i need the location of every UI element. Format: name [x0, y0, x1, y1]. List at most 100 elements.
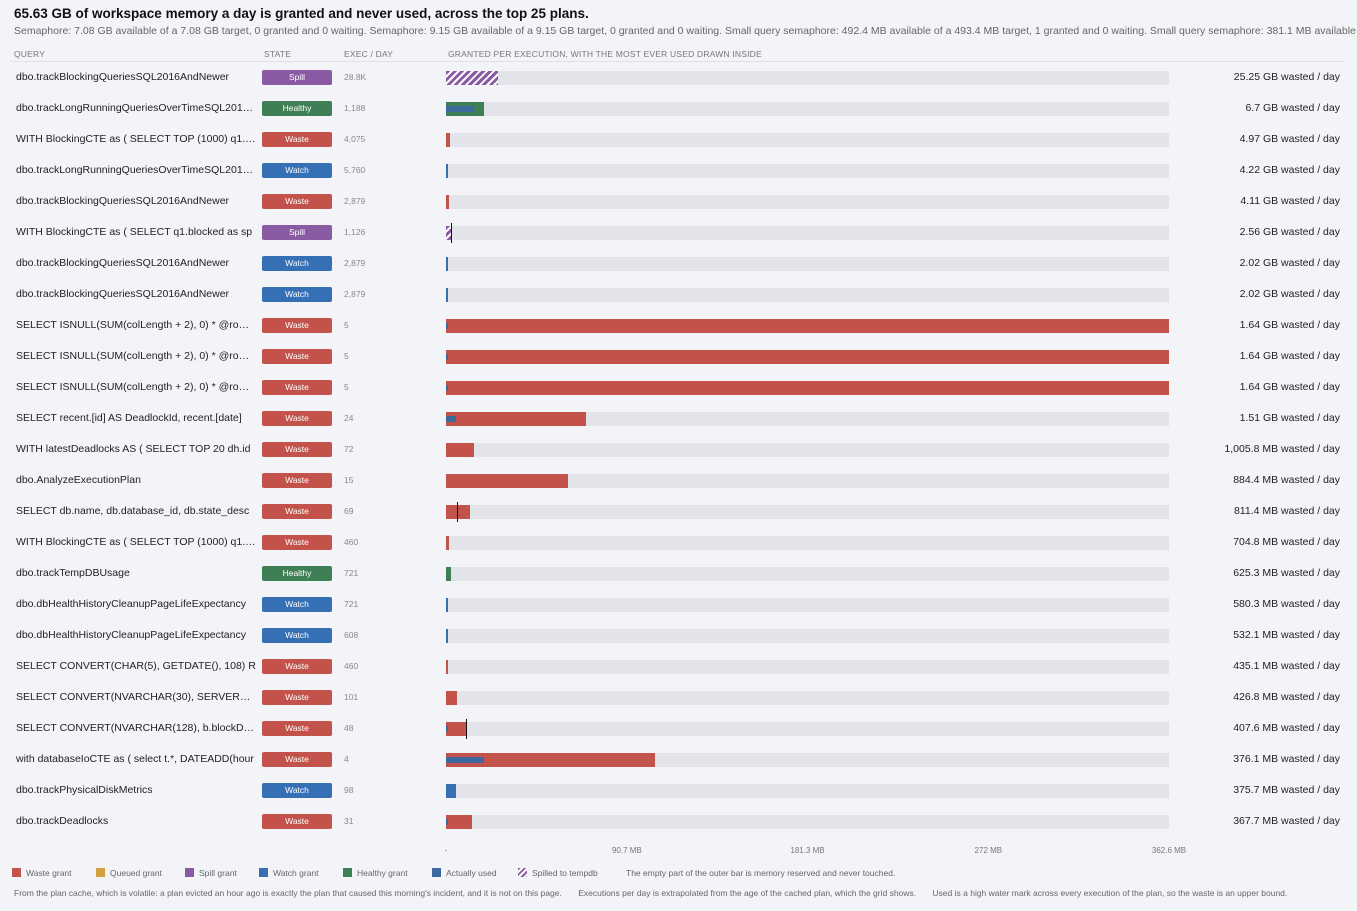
grant-bar-track[interactable]: [446, 102, 1169, 116]
query-text[interactable]: dbo.trackPhysicalDiskMetrics: [16, 784, 153, 796]
grant-bar-track[interactable]: [446, 288, 1169, 302]
table-row[interactable]: dbo.trackBlockingQueriesSQL2016AndNewer W…: [0, 186, 1357, 217]
column-header-granted[interactable]: GRANTED PER EXECUTION, WITH THE MOST EVE…: [448, 49, 762, 59]
wasted-per-day: 6.7 GB wasted / day: [1245, 102, 1340, 114]
wasted-per-day: 1.51 GB wasted / day: [1239, 412, 1340, 424]
table-row[interactable]: dbo.trackBlockingQueriesSQL2016AndNewer W…: [0, 279, 1357, 310]
grant-bar: [446, 71, 498, 85]
table-row[interactable]: SELECT ISNULL(SUM(colLength + 2), 0) * @…: [0, 310, 1357, 341]
table-row[interactable]: dbo.dbHealthHistoryCleanupPageLifeExpect…: [0, 620, 1357, 651]
column-header-state[interactable]: STATE: [264, 49, 292, 59]
grant-bar: [446, 350, 1169, 364]
table-row[interactable]: SELECT ISNULL(SUM(colLength + 2), 0) * @…: [0, 372, 1357, 403]
header-divider: [10, 61, 1345, 62]
table-row[interactable]: with databaseIoCTE as ( select t.*, DATE…: [0, 744, 1357, 775]
query-text[interactable]: dbo.trackBlockingQueriesSQL2016AndNewer: [16, 71, 230, 83]
table-row[interactable]: WITH latestDeadlocks AS ( SELECT TOP 20 …: [0, 434, 1357, 465]
grant-bar-track[interactable]: [446, 815, 1169, 829]
grant-bar-track[interactable]: [446, 598, 1169, 612]
state-badge: Watch: [262, 256, 332, 271]
grant-bar-track[interactable]: [446, 164, 1169, 178]
exec-per-day: 2,879: [344, 258, 366, 268]
table-row[interactable]: WITH BlockingCTE as ( SELECT q1.blocked …: [0, 217, 1357, 248]
grant-bar: [446, 288, 448, 302]
query-text[interactable]: dbo.trackTempDBUsage: [16, 567, 130, 579]
grant-bar-track[interactable]: [446, 319, 1169, 333]
grant-bar: [446, 226, 451, 240]
query-text[interactable]: SELECT CONVERT(NVARCHAR(128), b.blockDat…: [16, 722, 256, 734]
grant-bar-track[interactable]: [446, 412, 1169, 426]
query-text[interactable]: SELECT recent.[id] AS DeadlockId, recent…: [16, 412, 242, 424]
query-text[interactable]: WITH BlockingCTE as ( SELECT q1.blocked …: [16, 226, 253, 238]
table-row[interactable]: WITH BlockingCTE as ( SELECT TOP (1000) …: [0, 527, 1357, 558]
query-text[interactable]: dbo.dbHealthHistoryCleanupPageLifeExpect…: [16, 598, 246, 610]
grant-bar-track[interactable]: [446, 660, 1169, 674]
query-text[interactable]: dbo.trackBlockingQueriesSQL2016AndNewer: [16, 257, 230, 269]
grant-bar-track[interactable]: [446, 443, 1169, 457]
query-text[interactable]: dbo.trackDeadlocks: [16, 815, 109, 827]
query-text[interactable]: dbo.trackLongRunningQueriesOverTimeSQL20…: [16, 164, 256, 176]
query-text[interactable]: WITH latestDeadlocks AS ( SELECT TOP 20 …: [16, 443, 251, 455]
grant-bar-track[interactable]: [446, 719, 1169, 739]
query-text[interactable]: dbo.dbHealthHistoryCleanupPageLifeExpect…: [16, 629, 246, 641]
table-row[interactable]: dbo.trackLongRunningQueriesOverTimeSQL20…: [0, 93, 1357, 124]
axis-tick-label: 181.3 MB: [790, 846, 825, 855]
query-text[interactable]: SELECT ISNULL(SUM(colLength + 2), 0) * @…: [16, 319, 256, 331]
state-badge: Watch: [262, 628, 332, 643]
table-row[interactable]: dbo.dbHealthHistoryCleanupPageLifeExpect…: [0, 589, 1357, 620]
grant-bar-track[interactable]: [446, 784, 1169, 798]
high-water-mark: [465, 719, 468, 739]
exec-per-day: 4,075: [344, 134, 366, 144]
exec-per-day: 721: [344, 568, 359, 578]
query-text[interactable]: SELECT ISNULL(SUM(colLength + 2), 0) * @…: [16, 350, 256, 362]
grant-bar-track[interactable]: [446, 381, 1169, 395]
grant-bar: [446, 598, 448, 612]
table-row[interactable]: dbo.trackPhysicalDiskMetrics Watch 98 375.7…: [0, 775, 1357, 806]
legend-swatch-icon: [185, 868, 194, 877]
wasted-per-day: 367.7 MB wasted / day: [1233, 815, 1340, 827]
legend-item: Queued grant: [96, 868, 162, 878]
grant-bar-track[interactable]: [446, 536, 1169, 550]
table-row[interactable]: dbo.trackBlockingQueriesSQL2016AndNewer W…: [0, 248, 1357, 279]
grant-bar-track[interactable]: [446, 502, 1169, 522]
query-text[interactable]: SELECT CONVERT(NVARCHAR(30), SERVERPROPE…: [16, 691, 256, 703]
grant-bar-track[interactable]: [446, 567, 1169, 581]
grant-bar-track[interactable]: [446, 133, 1169, 147]
grant-bar: [446, 753, 656, 767]
table-row[interactable]: dbo.trackDeadlocks Waste 31 367.7 MB wasted…: [0, 806, 1357, 837]
query-text[interactable]: dbo.trackBlockingQueriesSQL2016AndNewer: [16, 195, 230, 207]
query-text[interactable]: WITH BlockingCTE as ( SELECT TOP (1000) …: [16, 536, 256, 548]
grant-bar-track[interactable]: [446, 350, 1169, 364]
table-row[interactable]: dbo.trackBlockingQueriesSQL2016AndNewer S…: [0, 62, 1357, 93]
table-row[interactable]: SELECT CONVERT(NVARCHAR(30), SERVERPROPE…: [0, 682, 1357, 713]
query-text[interactable]: dbo.trackLongRunningQueriesOverTimeSQL20…: [16, 102, 256, 114]
table-row[interactable]: dbo.trackLongRunningQueriesOverTimeSQL20…: [0, 155, 1357, 186]
table-row[interactable]: SELECT recent.[id] AS DeadlockId, recent…: [0, 403, 1357, 434]
query-text[interactable]: dbo.trackBlockingQueriesSQL2016AndNewer: [16, 288, 230, 300]
grant-bar-track[interactable]: [446, 71, 1169, 85]
query-text[interactable]: dbo.AnalyzeExecutionPlan: [16, 474, 141, 486]
table-row[interactable]: SELECT CONVERT(NVARCHAR(128), b.blockDat…: [0, 713, 1357, 744]
query-text[interactable]: SELECT ISNULL(SUM(colLength + 2), 0) * @…: [16, 381, 256, 393]
table-row[interactable]: dbo.AnalyzeExecutionPlan Waste 15 884.4 MB …: [0, 465, 1357, 496]
grant-bar-track[interactable]: [446, 474, 1169, 488]
column-header-query[interactable]: QUERY: [14, 49, 46, 59]
exec-per-day: 5: [344, 320, 349, 330]
grant-bar-track[interactable]: [446, 691, 1169, 705]
query-text[interactable]: with databaseIoCTE as ( select t.*, DATE…: [16, 753, 254, 765]
grant-bar-track[interactable]: [446, 629, 1169, 643]
query-text[interactable]: WITH BlockingCTE as ( SELECT TOP (1000) …: [16, 133, 256, 145]
grant-bar-track[interactable]: [446, 223, 1169, 243]
table-row[interactable]: SELECT CONVERT(CHAR(5), GETDATE(), 108) …: [0, 651, 1357, 682]
grant-bar-track[interactable]: [446, 195, 1169, 209]
table-row[interactable]: WITH BlockingCTE as ( SELECT TOP (1000) …: [0, 124, 1357, 155]
table-row[interactable]: SELECT db.name, db.database_id, db.state…: [0, 496, 1357, 527]
query-text[interactable]: SELECT CONVERT(CHAR(5), GETDATE(), 108) …: [16, 660, 256, 672]
grant-bar-track[interactable]: [446, 753, 1169, 767]
table-row[interactable]: dbo.trackTempDBUsage Healthy 721 625.3 MB w…: [0, 558, 1357, 589]
column-header-exec[interactable]: EXEC / DAY: [344, 49, 394, 59]
grant-bar-track[interactable]: [446, 257, 1169, 271]
table-row[interactable]: SELECT ISNULL(SUM(colLength + 2), 0) * @…: [0, 341, 1357, 372]
grant-bar: [446, 195, 449, 209]
query-text[interactable]: SELECT db.name, db.database_id, db.state…: [16, 505, 250, 517]
